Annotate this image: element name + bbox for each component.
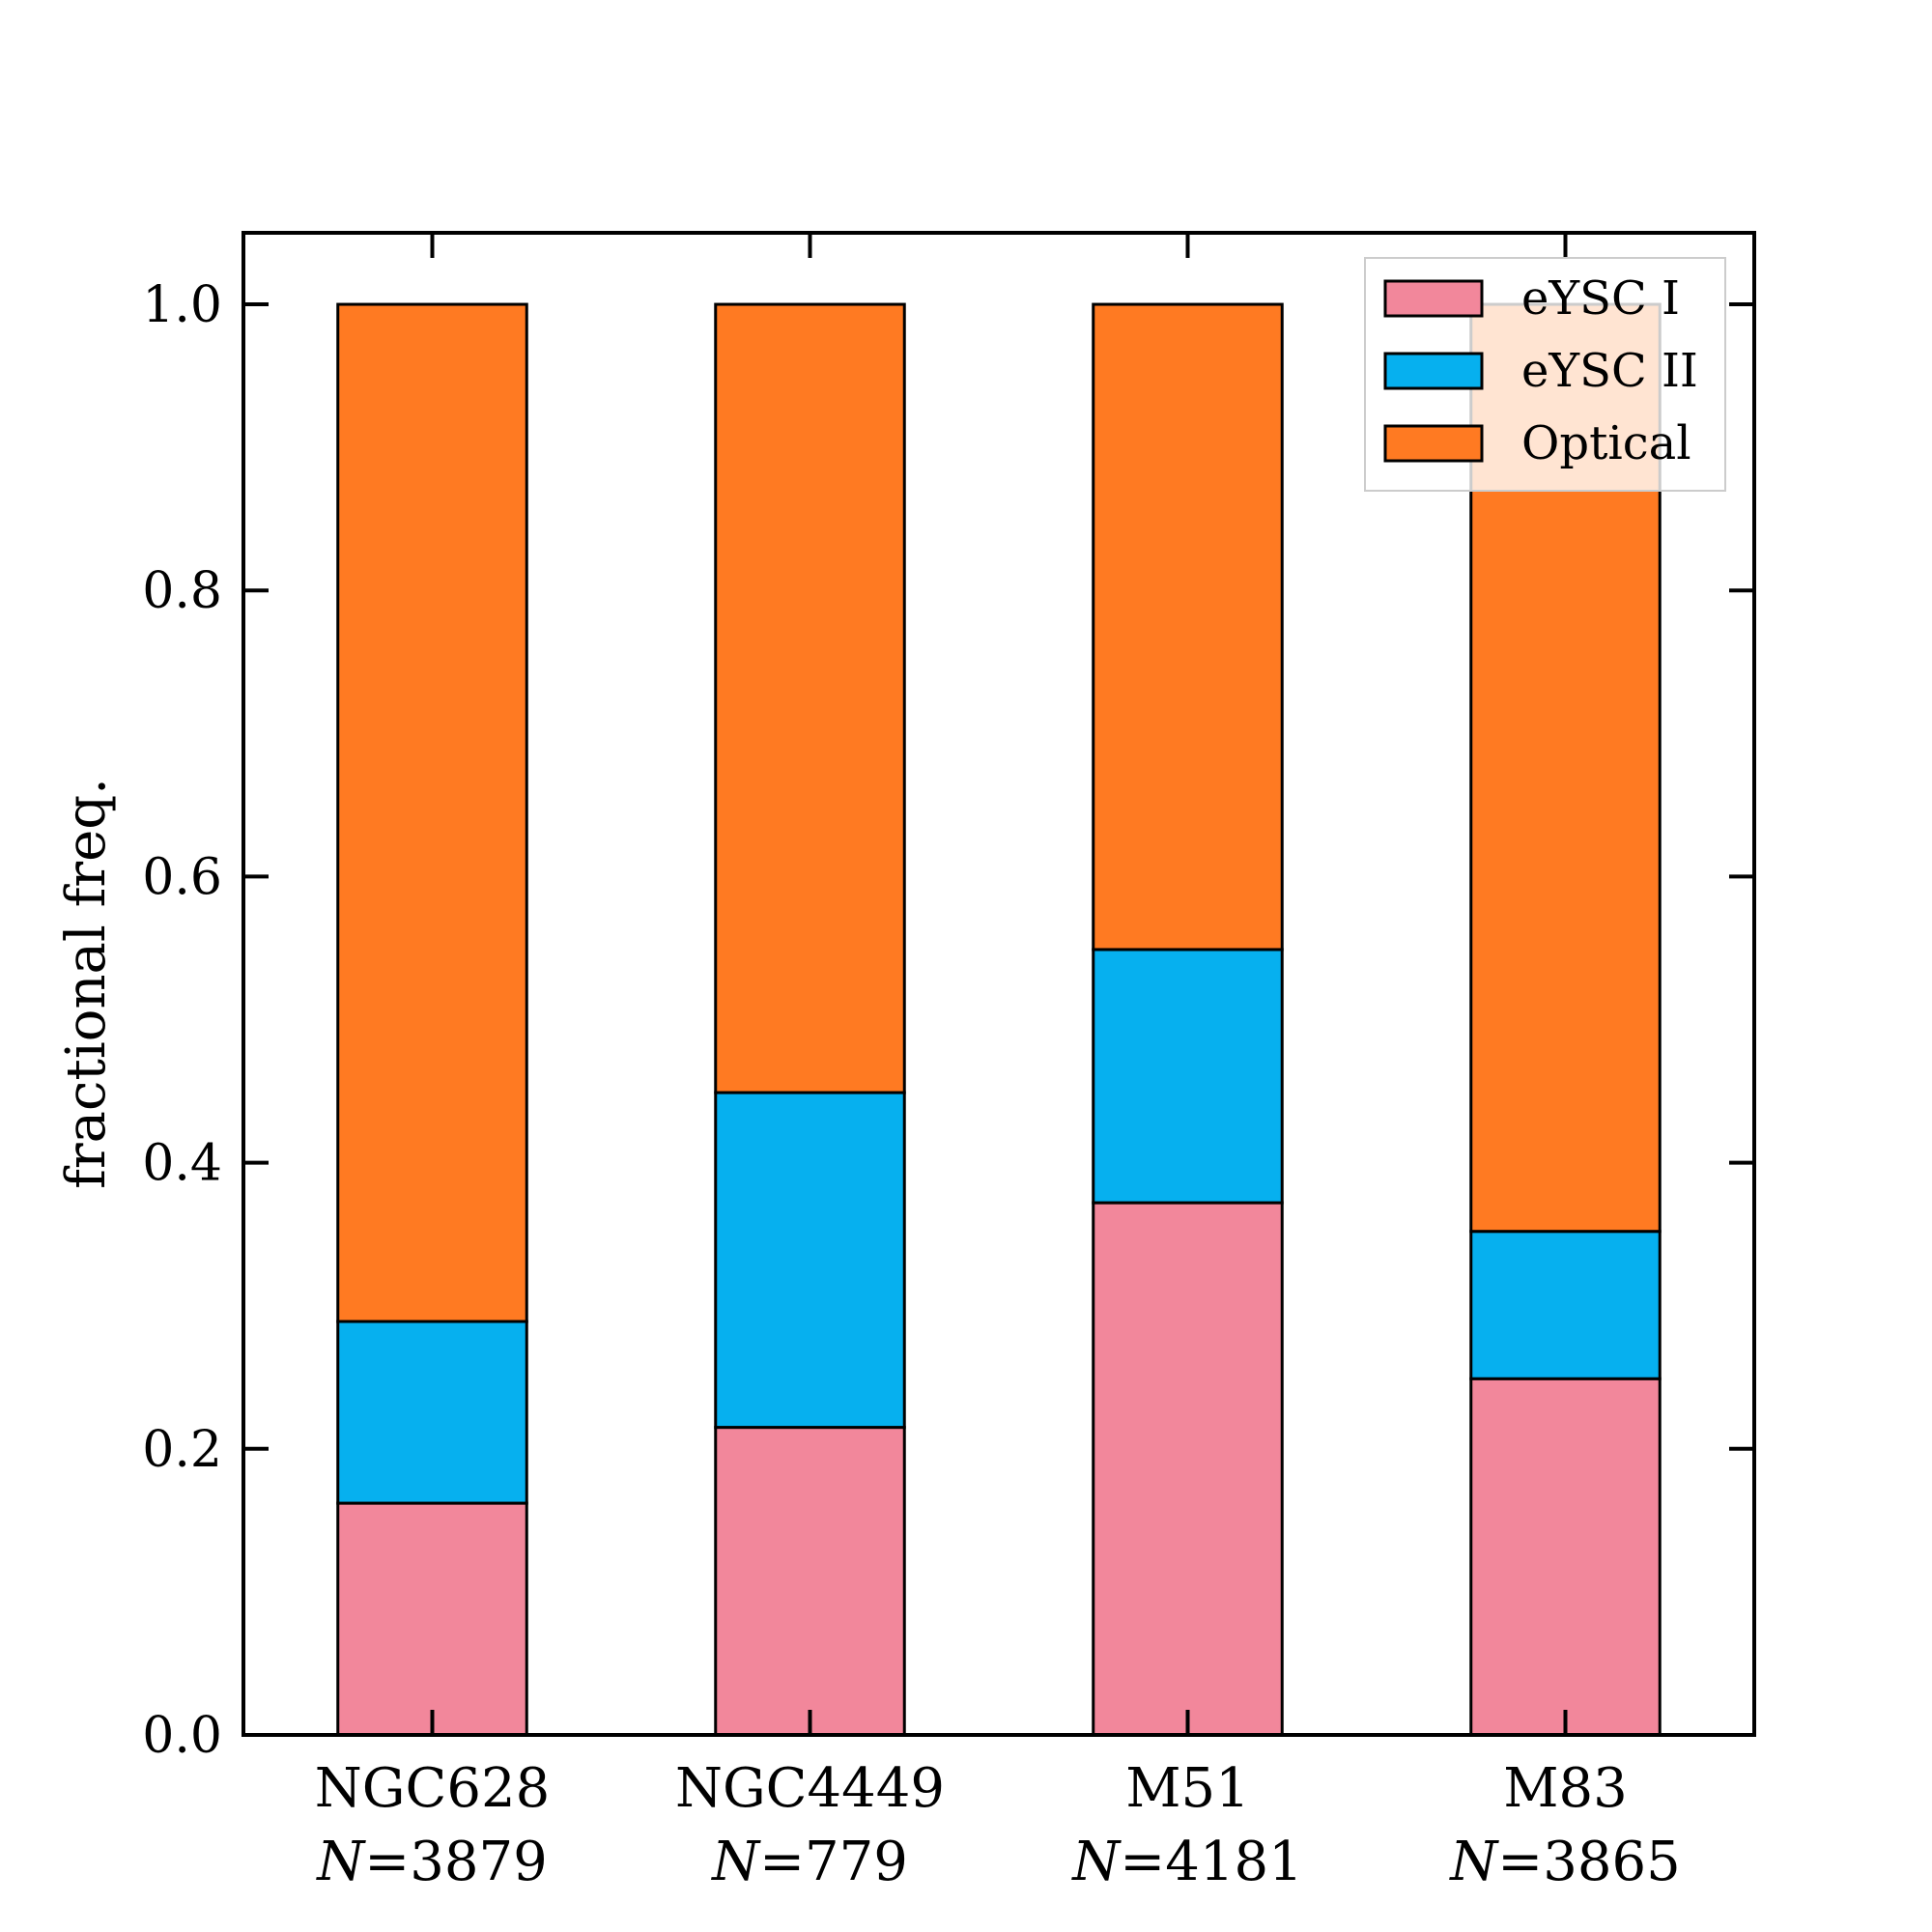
bar-m51-eysc-ii [1092, 948, 1284, 1205]
bar-ngc4449-eysc-i [714, 1426, 906, 1737]
bar-m83-eysc-i [1469, 1377, 1662, 1737]
x-category-count-ngc4449: N=779 [710, 1831, 908, 1893]
y-tick-label-0.0: 0.0 [142, 1707, 222, 1765]
y-tick-label-1.0: 1.0 [142, 276, 222, 334]
labels-layer: 0.0 0.2 0.4 0.6 0.8 1.0 NGC628 N=3879 NGC4449 N=7… [142, 276, 1680, 1893]
y-tick-label-0.6: 0.6 [142, 848, 222, 906]
x-category-label-m51: M51 [1125, 1757, 1250, 1820]
bar-ngc4449-eysc-ii [714, 1091, 906, 1430]
y-tick-label-0.2: 0.2 [142, 1421, 222, 1479]
x-category-count-m51: N=4181 [1070, 1831, 1302, 1893]
bars-layer [336, 302, 1662, 1737]
x-category-count-ngc628: N=3879 [315, 1831, 547, 1893]
bar-ngc628-optical [336, 302, 528, 1323]
y-tick-label-0.8: 0.8 [142, 562, 222, 620]
legend-label-eysc-ii: eYSC II [1521, 344, 1698, 398]
bar-ngc4449-optical [714, 302, 906, 1094]
y-tick-label-0.4: 0.4 [142, 1135, 222, 1193]
bar-m83-eysc-ii [1469, 1230, 1662, 1380]
plot-frame [242, 231, 1756, 1737]
x-category-label-ngc4449: NGC4449 [675, 1757, 945, 1820]
legend-swatch-optical [1383, 424, 1484, 463]
bar-m51-optical [1092, 302, 1284, 952]
x-category-count-m83: N=3865 [1448, 1831, 1680, 1893]
bar-m51-eysc-i [1092, 1201, 1284, 1737]
legend: eYSC I eYSC II Optical [1364, 257, 1726, 492]
legend-swatch-eysc-i [1383, 279, 1484, 318]
y-axis-label: fractional freq. [55, 778, 118, 1189]
x-category-label-m83: M83 [1503, 1757, 1628, 1820]
legend-swatch-eysc-ii [1383, 352, 1484, 390]
legend-label-eysc-i: eYSC I [1521, 271, 1680, 326]
ticks-layer [243, 233, 1754, 1737]
bar-ngc628-eysc-ii [336, 1320, 528, 1505]
legend-label-optical: Optical [1521, 416, 1691, 470]
bar-ngc628-eysc-i [336, 1501, 528, 1737]
x-category-label-ngc628: NGC628 [315, 1757, 550, 1820]
